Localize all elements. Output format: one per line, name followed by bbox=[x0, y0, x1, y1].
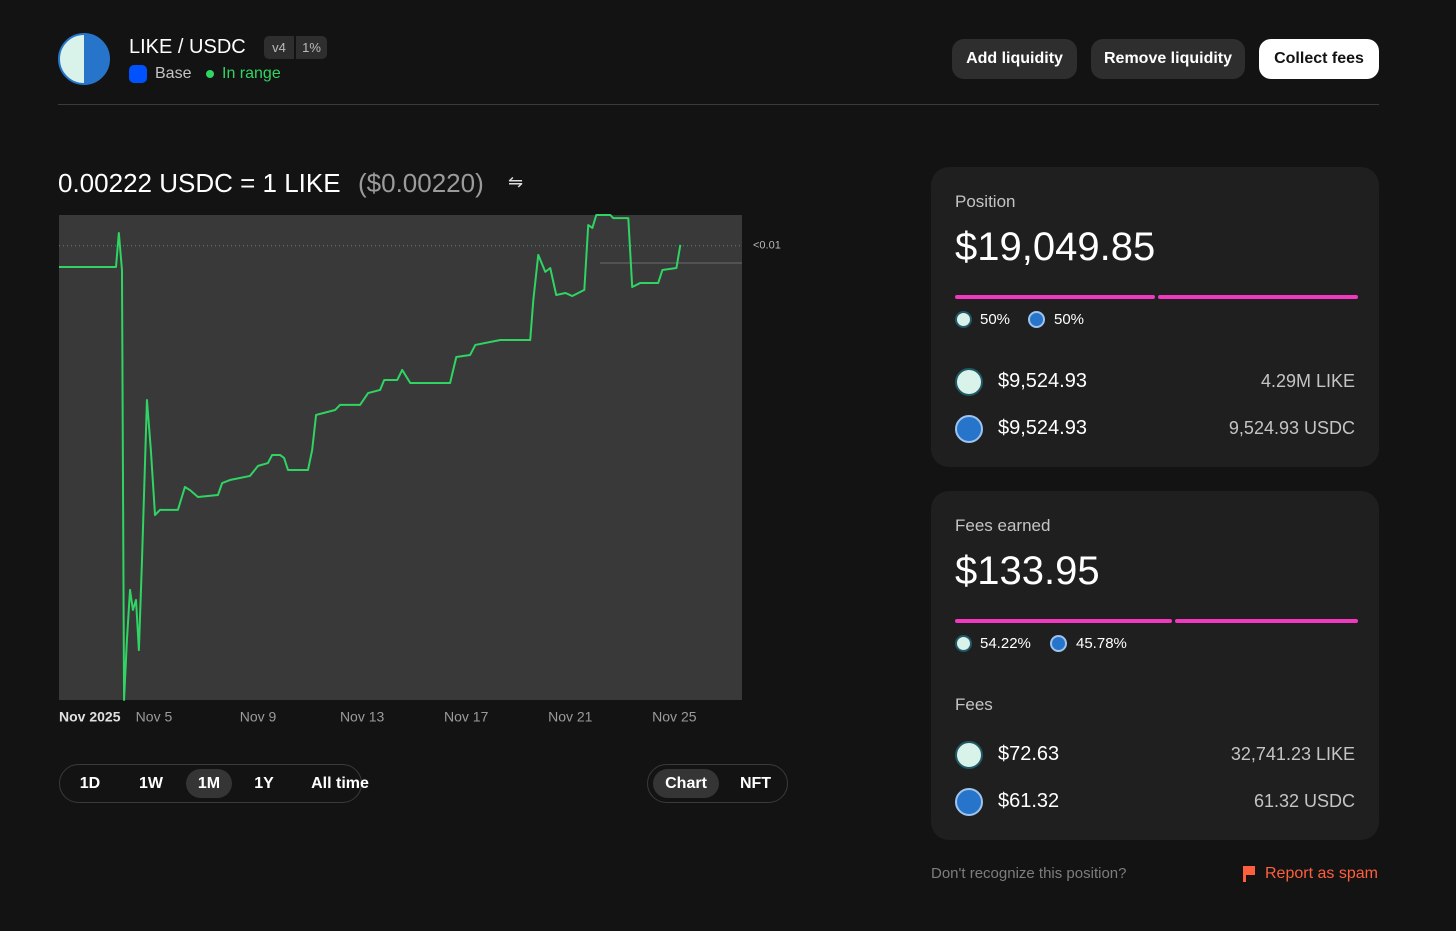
like-icon bbox=[955, 311, 972, 328]
timeframe-option[interactable]: 1W bbox=[139, 774, 163, 792]
status-dot bbox=[206, 70, 214, 78]
price-usd: ($0.00220) bbox=[358, 168, 484, 198]
flag-icon bbox=[1246, 866, 1255, 875]
report-spam-link[interactable]: Report as spam bbox=[1265, 865, 1378, 882]
position-card: Position $19,049.85 50% 50% $9,524.93 4.… bbox=[931, 167, 1379, 467]
timeframe-option[interactable]: 1M bbox=[186, 769, 232, 798]
x-tick-label: Nov 25 bbox=[652, 709, 697, 725]
version-badge: v4 bbox=[264, 36, 294, 59]
add-liquidity-button[interactable]: Add liquidity bbox=[952, 39, 1077, 79]
share-bar bbox=[955, 619, 1172, 623]
share: 50% bbox=[980, 311, 1011, 328]
usdc-icon bbox=[1050, 635, 1067, 652]
like-icon bbox=[955, 635, 972, 652]
timeframe-option[interactable]: All time bbox=[311, 774, 369, 792]
nft-tab[interactable]: NFT bbox=[739, 774, 772, 792]
x-tick-label: Nov 17 bbox=[444, 709, 489, 725]
x-tick-label: Nov 2025 bbox=[59, 709, 121, 725]
timeframe-selector: 1D 1W 1M 1Y All time bbox=[59, 764, 369, 803]
token-amount: 32,741.23 LIKE bbox=[1230, 744, 1355, 764]
section-label: Fees bbox=[955, 695, 993, 714]
share: 50% bbox=[1054, 311, 1085, 328]
chart-area bbox=[59, 215, 742, 700]
timeframe-option[interactable]: 1D bbox=[79, 774, 101, 792]
flag-pole bbox=[1243, 866, 1246, 882]
usdc-icon bbox=[955, 415, 983, 443]
pair-icon bbox=[58, 33, 110, 85]
token-amount: 9,524.93 USDC bbox=[1228, 418, 1355, 438]
status: In range bbox=[222, 65, 281, 82]
token-usd: $9,524.93 bbox=[998, 370, 1087, 392]
unrecognized-question: Don't recognize this position? bbox=[931, 865, 1127, 882]
token-usd: $9,524.93 bbox=[998, 417, 1087, 439]
like-icon bbox=[955, 368, 983, 396]
share: 54.22% bbox=[980, 635, 1031, 652]
pair-name: LIKE / USDC bbox=[129, 36, 246, 58]
fee-badge: 1% bbox=[296, 36, 327, 59]
like-icon bbox=[955, 741, 983, 769]
share-bar bbox=[955, 295, 1155, 299]
fees-value: $133.95 bbox=[955, 549, 1100, 593]
share-bar bbox=[1158, 295, 1358, 299]
usdc-icon bbox=[955, 788, 983, 816]
position-value: $19,049.85 bbox=[955, 225, 1156, 269]
collect-fees-button[interactable]: Collect fees bbox=[1259, 39, 1379, 79]
current-price-label: <0.01 bbox=[753, 240, 781, 252]
x-tick-label: Nov 5 bbox=[136, 709, 173, 725]
remove-liquidity-button[interactable]: Remove liquidity bbox=[1091, 39, 1245, 79]
view-toggle: Chart NFT bbox=[647, 764, 788, 803]
token-usd: $72.63 bbox=[998, 743, 1060, 765]
token-amount: 4.29M LIKE bbox=[1260, 371, 1355, 391]
fees-card: Fees earned $133.95 54.22% 45.78% Fees $… bbox=[931, 491, 1379, 840]
timeframe-option[interactable]: 1Y bbox=[254, 774, 274, 792]
divider bbox=[58, 104, 1379, 105]
price-rate: 0.00222 USDC = 1 LIKE bbox=[58, 168, 341, 198]
share: 45.78% bbox=[1076, 635, 1127, 652]
usdc-icon bbox=[1028, 311, 1045, 328]
x-tick-label: Nov 9 bbox=[240, 709, 277, 725]
network-icon bbox=[129, 65, 147, 83]
swap-icon[interactable]: ⇋ bbox=[508, 172, 524, 192]
token-amount: 61.32 USDC bbox=[1253, 791, 1355, 811]
x-tick-label: Nov 13 bbox=[340, 709, 385, 725]
chart-tab[interactable]: Chart bbox=[653, 769, 719, 798]
card-label: Fees earned bbox=[955, 516, 1051, 535]
price-line bbox=[59, 214, 682, 701]
token-usd: $61.32 bbox=[998, 790, 1060, 812]
share-bar bbox=[1174, 619, 1358, 623]
network: Base bbox=[155, 65, 192, 82]
x-tick-label: Nov 21 bbox=[548, 709, 593, 725]
card-label: Position bbox=[955, 192, 1016, 211]
